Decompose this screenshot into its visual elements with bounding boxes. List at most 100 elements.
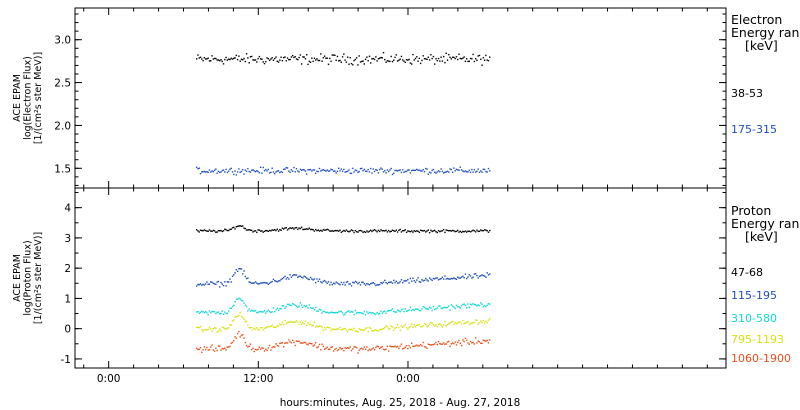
data-point <box>419 325 422 328</box>
data-point <box>253 327 255 330</box>
data-point <box>309 276 312 279</box>
data-point <box>426 279 428 281</box>
data-point <box>267 58 270 60</box>
data-point <box>217 311 220 313</box>
data-point <box>480 320 482 322</box>
data-point <box>472 171 474 173</box>
data-point <box>390 345 392 348</box>
data-point <box>345 329 348 331</box>
data-point <box>282 168 285 171</box>
data-point <box>368 348 371 351</box>
data-point <box>217 330 220 332</box>
data-point <box>252 59 254 61</box>
data-point <box>414 230 417 233</box>
data-point <box>403 325 405 327</box>
data-point <box>385 229 387 231</box>
data-point <box>272 59 275 62</box>
data-point <box>300 304 303 306</box>
data-point <box>394 56 396 59</box>
data-point <box>476 342 478 344</box>
data-point <box>387 328 390 330</box>
data-point <box>206 281 208 283</box>
data-point <box>359 312 362 314</box>
data-point <box>463 322 465 325</box>
data-point <box>459 166 462 168</box>
data-point <box>358 170 360 173</box>
data-point <box>427 56 430 58</box>
data-point <box>257 170 259 173</box>
data-point <box>455 56 458 58</box>
data-point <box>216 349 218 352</box>
data-point <box>368 171 371 173</box>
data-point <box>487 167 490 170</box>
data-point <box>451 171 454 174</box>
data-point <box>393 310 395 313</box>
data-point <box>212 58 215 60</box>
data-point <box>346 347 349 349</box>
data-point <box>268 310 271 313</box>
data-point <box>243 57 245 60</box>
data-point <box>361 347 363 350</box>
data-point <box>458 306 460 308</box>
data-point <box>391 326 394 328</box>
data-point <box>336 311 339 314</box>
data-point <box>318 59 321 62</box>
data-point <box>267 168 270 171</box>
data-point <box>334 283 336 285</box>
data-point <box>272 346 275 348</box>
data-point <box>375 56 377 58</box>
data-point <box>364 328 367 330</box>
data-point <box>249 327 252 329</box>
data-point <box>463 231 465 233</box>
data-point <box>386 326 389 328</box>
data-point <box>256 349 258 351</box>
data-point <box>204 58 207 60</box>
data-point <box>291 227 294 229</box>
data-point <box>472 229 474 231</box>
data-point <box>270 281 272 283</box>
data-point <box>440 56 442 58</box>
data-point <box>473 303 476 306</box>
data-point <box>199 283 202 285</box>
data-point <box>239 267 241 270</box>
data-point <box>426 230 428 232</box>
data-point <box>286 321 289 324</box>
data-point <box>235 298 238 300</box>
data-point <box>245 305 248 308</box>
data-point <box>239 311 241 314</box>
data-point <box>262 281 264 284</box>
data-point <box>413 309 415 312</box>
data-point <box>403 347 405 350</box>
data-point <box>251 309 253 312</box>
data-point <box>320 170 322 172</box>
data-point <box>334 54 336 57</box>
data-point <box>445 171 447 173</box>
data-point <box>404 170 406 173</box>
data-point <box>227 281 230 283</box>
data-point <box>248 170 250 173</box>
data-point <box>445 52 447 55</box>
data-point <box>372 347 374 349</box>
data-point <box>434 325 436 327</box>
data-point <box>329 170 331 172</box>
data-point <box>477 323 479 325</box>
data-point <box>345 347 348 350</box>
data-point <box>464 60 467 63</box>
data-point <box>211 230 213 233</box>
data-point <box>413 279 415 282</box>
data-point <box>391 308 394 310</box>
data-point <box>326 57 328 59</box>
data-point <box>249 229 252 231</box>
data-point <box>457 322 459 324</box>
data-point <box>366 283 368 285</box>
data-point <box>316 170 318 172</box>
data-point <box>291 54 294 57</box>
data-point <box>367 349 369 352</box>
data-point <box>222 63 225 65</box>
data-point <box>364 348 367 351</box>
data-point <box>233 340 235 342</box>
data-point <box>299 227 302 230</box>
data-point <box>213 311 216 313</box>
data-point <box>363 63 366 65</box>
data-point <box>434 229 436 232</box>
